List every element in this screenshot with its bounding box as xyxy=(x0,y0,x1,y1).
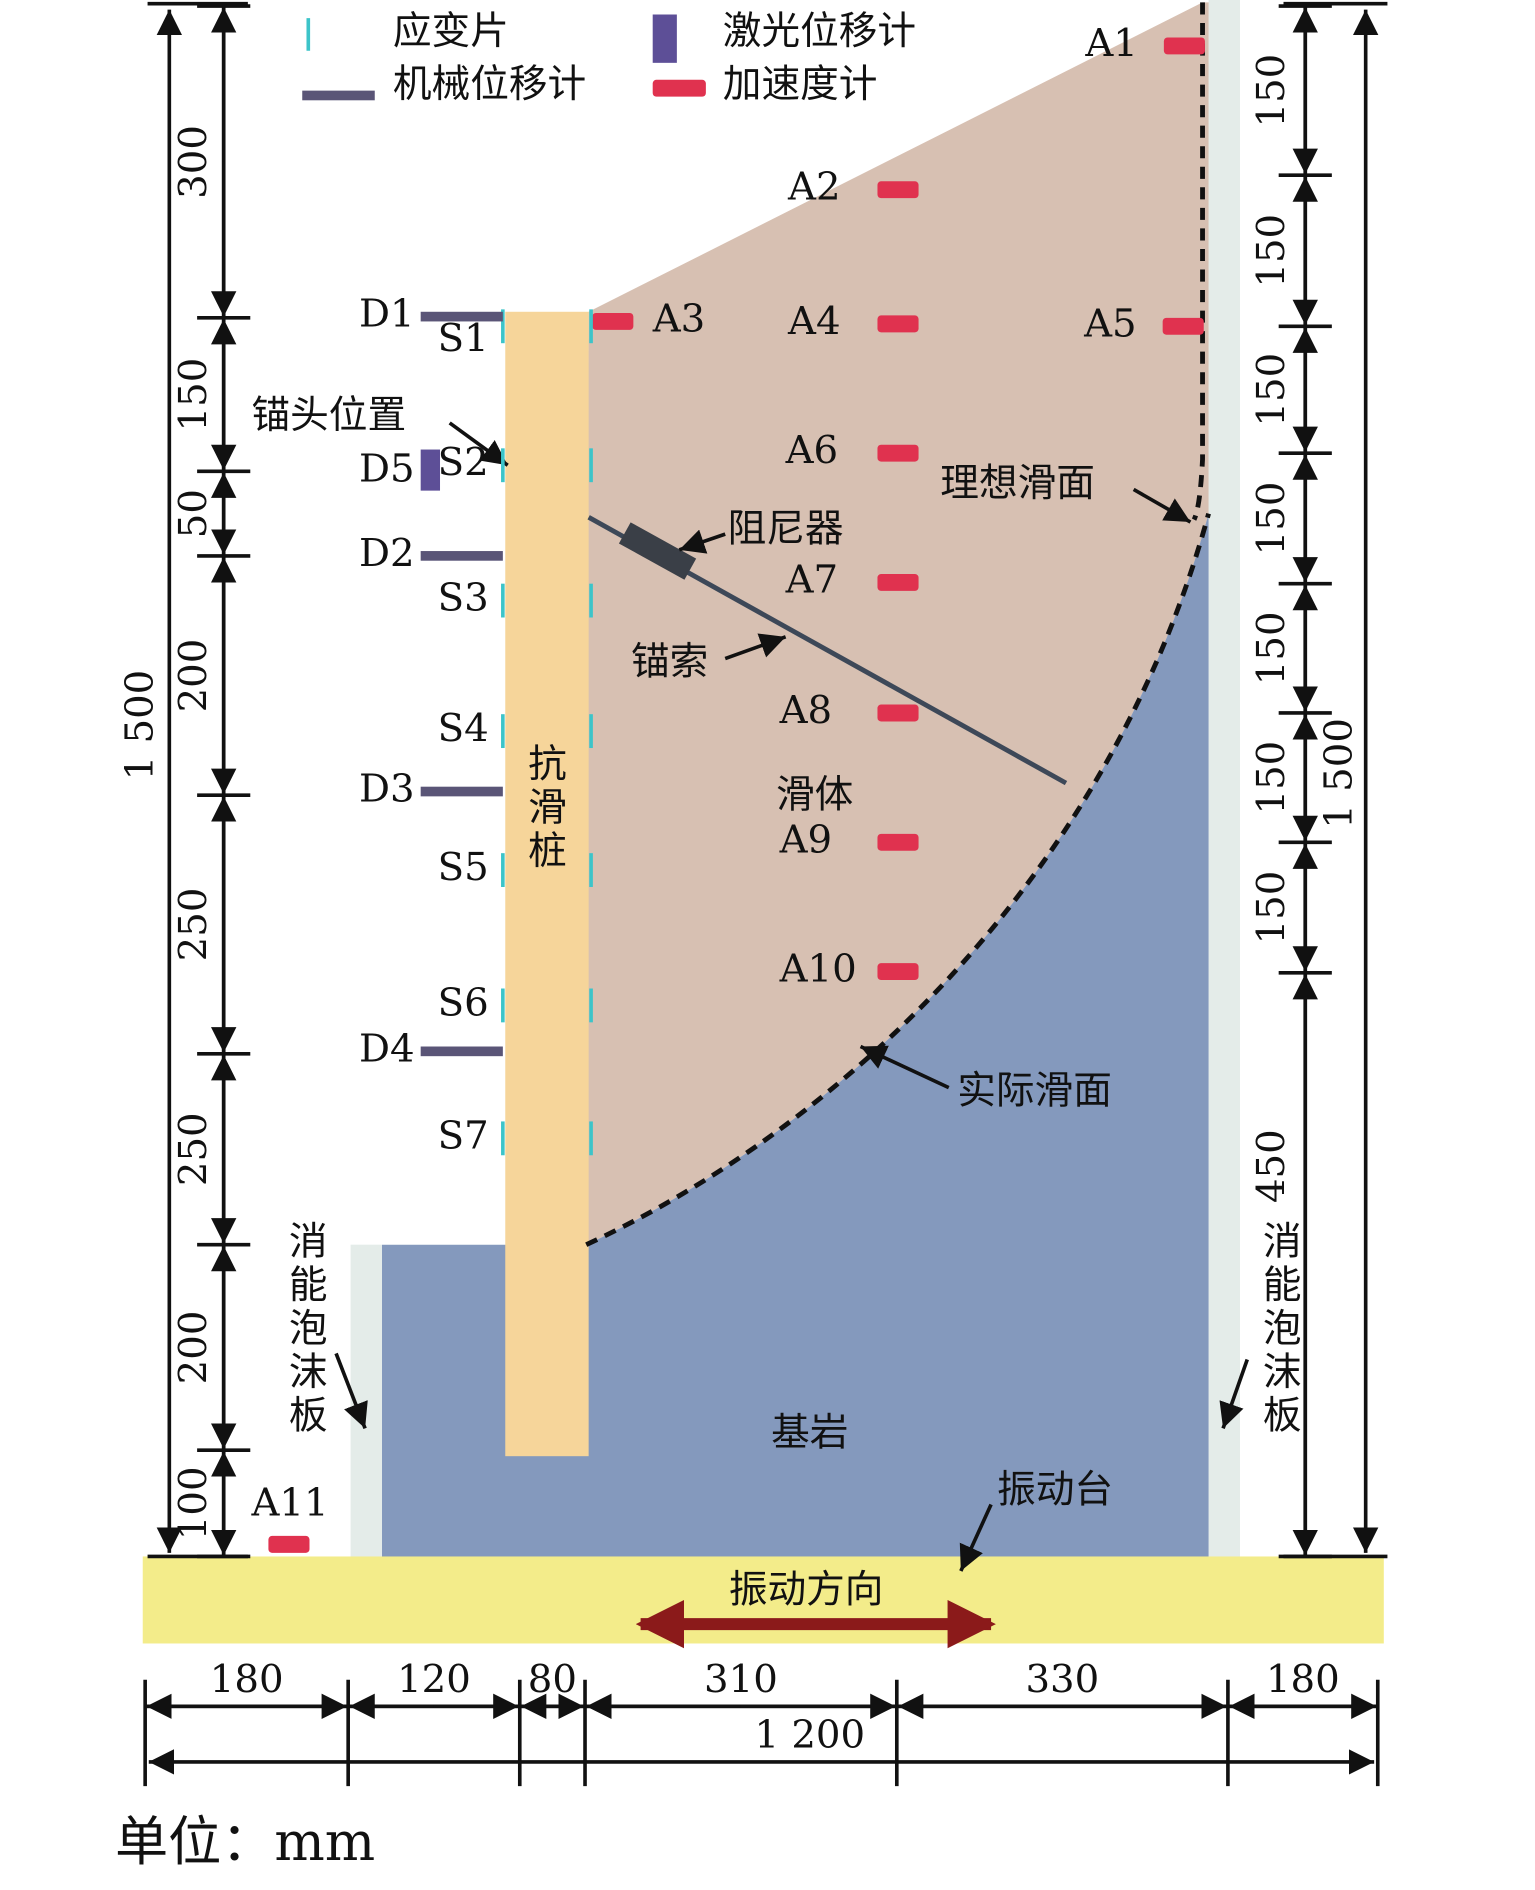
legend-label: 加速度计 xyxy=(723,62,878,107)
accelerometer xyxy=(877,574,919,591)
strain-gauge-label: S2 xyxy=(438,440,489,485)
legend-icon xyxy=(652,14,677,63)
foam-plate-right xyxy=(1208,0,1240,1557)
accelerometer-label: A3 xyxy=(652,296,706,341)
pointer xyxy=(678,529,726,554)
pointer xyxy=(448,421,509,467)
anti-slide-pile xyxy=(505,311,589,1457)
dimension-label: 1 200 xyxy=(754,1713,865,1758)
accelerometer-label: A7 xyxy=(785,557,839,602)
accelerometer xyxy=(877,181,919,199)
sliding-body-label: 滑体 xyxy=(776,773,853,818)
laser-displacement-meter xyxy=(420,449,441,491)
dimension-label: 150 xyxy=(1249,741,1294,815)
strain-gauge-label: S5 xyxy=(438,845,489,890)
dimension-label: 120 xyxy=(397,1657,471,1702)
damper xyxy=(618,522,697,580)
strain-gauge-label: S7 xyxy=(438,1113,489,1158)
mechanical-displacement-meter xyxy=(420,786,503,797)
accelerometer-label: A10 xyxy=(779,947,857,992)
accelerometer-label: A9 xyxy=(779,817,833,862)
legend-label: 应变片 xyxy=(393,9,509,54)
accelerometer xyxy=(877,444,919,462)
dimension-label: 150 xyxy=(1249,611,1294,685)
pointer xyxy=(1132,487,1192,524)
damper-label: 阻尼器 xyxy=(728,507,844,552)
shaking-table-label: 振动台 xyxy=(997,1467,1113,1512)
strain-gauge-label: S6 xyxy=(438,980,489,1025)
displacement-label: D2 xyxy=(359,531,415,576)
displacement-label: D5 xyxy=(359,446,415,491)
anchor-head-label: 锚头位置 xyxy=(251,393,406,438)
legend-icon xyxy=(302,90,375,101)
pile-label: 抗滑桩 xyxy=(522,743,567,874)
pointer xyxy=(859,1044,950,1090)
accelerometer xyxy=(877,963,919,981)
accelerometer-label: A1 xyxy=(1084,21,1138,66)
mechanical-displacement-meter xyxy=(420,311,503,322)
strain-gauge-label: S3 xyxy=(438,576,489,621)
dimension-label: 1 500 xyxy=(1317,718,1362,829)
dimension-label: 150 xyxy=(171,358,216,432)
accelerometer xyxy=(1163,37,1205,55)
mechanical-displacement-meter xyxy=(420,551,503,561)
legend-label: 机械位移计 xyxy=(393,62,586,107)
dimension-label: 100 xyxy=(171,1466,216,1540)
dimension-label: 250 xyxy=(171,888,216,962)
accelerometer-label: A4 xyxy=(787,299,841,344)
strain-gauge-label: S1 xyxy=(438,316,489,361)
accelerometer-label: A6 xyxy=(785,428,839,473)
accelerometer xyxy=(268,1535,310,1553)
accelerometer-label: A2 xyxy=(787,165,841,210)
accelerometer xyxy=(877,704,919,722)
dimension-label: 180 xyxy=(1266,1657,1340,1702)
dimension-label: 450 xyxy=(1249,1129,1294,1203)
pointer xyxy=(1219,1358,1249,1429)
pointer xyxy=(959,1503,993,1572)
displacement-label: D4 xyxy=(359,1026,415,1071)
dimension-label: 310 xyxy=(704,1657,778,1702)
accelerometer xyxy=(877,833,919,851)
cable-label: 锚索 xyxy=(631,640,708,685)
dimension-label: 200 xyxy=(171,639,216,713)
foam-label: 消能泡沫板 xyxy=(1256,1221,1301,1439)
mechanical-displacement-meter xyxy=(420,1046,503,1057)
legend-label: 激光位移计 xyxy=(723,9,916,54)
bedrock-label: 基岩 xyxy=(771,1411,848,1456)
accelerometer-label: A5 xyxy=(1083,301,1137,346)
dimension-label: 150 xyxy=(1249,482,1294,556)
displacement-label: D1 xyxy=(359,292,415,337)
legend-icon xyxy=(652,79,706,97)
pointer xyxy=(724,633,787,661)
dimension-label: 80 xyxy=(528,1657,577,1702)
dimension-label: 200 xyxy=(171,1311,216,1385)
dimension-label: 150 xyxy=(1249,871,1294,945)
accelerometer xyxy=(592,312,634,330)
dimension-label: 150 xyxy=(1249,54,1294,128)
dimension-label: 330 xyxy=(1025,1657,1099,1702)
dimension-label: 150 xyxy=(1249,214,1294,288)
accelerometer-label: A8 xyxy=(779,688,833,733)
vibration-direction-label: 振动方向 xyxy=(729,1568,884,1613)
pointer xyxy=(334,1352,368,1430)
dimension-label: 1 500 xyxy=(118,670,163,781)
dimension-label: 150 xyxy=(1249,353,1294,427)
ideal-slip-label: 理想滑面 xyxy=(940,461,1095,506)
accelerometer xyxy=(1162,317,1204,335)
accelerometer xyxy=(877,315,919,333)
actual-slip-label: 实际滑面 xyxy=(957,1069,1112,1114)
sliding-body xyxy=(586,2,1209,1245)
strain-gauge-label: S4 xyxy=(438,706,489,751)
actual-slip-line xyxy=(585,512,1211,1247)
displacement-label: D3 xyxy=(359,767,415,812)
unit-label: 单位：mm xyxy=(115,1811,375,1873)
foam-label: 消能泡沫板 xyxy=(282,1221,327,1439)
dimension-label: 180 xyxy=(210,1657,284,1702)
ideal-slip-line xyxy=(1191,2,1205,521)
accelerometer-label: A11 xyxy=(250,1481,328,1526)
dimension-label: 300 xyxy=(171,125,216,199)
dimension-label: 250 xyxy=(171,1112,216,1186)
dimension-label: 50 xyxy=(171,489,216,538)
